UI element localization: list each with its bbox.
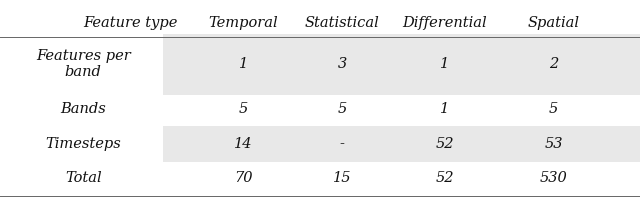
Text: Feature type: Feature type [83,16,177,30]
Text: 2: 2 [549,57,558,71]
Text: 530: 530 [540,172,568,185]
Text: 53: 53 [545,137,563,151]
Text: 52: 52 [436,137,454,151]
Text: 70: 70 [234,172,252,185]
Text: 3: 3 [338,57,347,71]
Text: 5: 5 [338,102,347,116]
Text: 1: 1 [440,57,449,71]
Text: 14: 14 [234,137,252,151]
FancyBboxPatch shape [163,34,640,95]
Text: Timesteps: Timesteps [45,137,121,151]
Text: Spatial: Spatial [527,16,580,30]
Text: Temporal: Temporal [209,16,278,30]
Text: Features per
band: Features per band [36,49,131,79]
Text: 5: 5 [549,102,558,116]
Text: Statistical: Statistical [305,16,380,30]
Text: 1: 1 [440,102,449,116]
Text: 52: 52 [436,172,454,185]
Text: -: - [340,137,345,151]
FancyBboxPatch shape [163,126,640,162]
Text: Total: Total [65,172,102,185]
Text: Differential: Differential [403,16,487,30]
Text: 15: 15 [333,172,351,185]
Text: Bands: Bands [60,102,106,116]
Text: 5: 5 [239,102,248,116]
Text: 1: 1 [239,57,248,71]
